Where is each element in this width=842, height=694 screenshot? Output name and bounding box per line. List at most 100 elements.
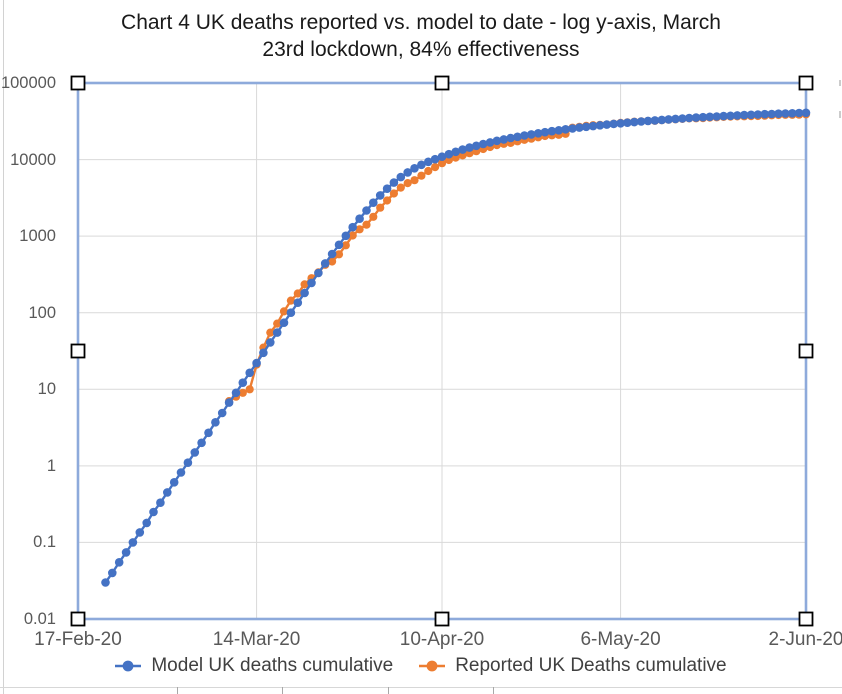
series-point [465, 143, 474, 152]
model-series-marker-icon [115, 660, 142, 672]
legend: Model UK deaths cumulative Reported UK D… [0, 655, 842, 677]
series-point [293, 298, 303, 308]
series-point [238, 378, 248, 388]
series-point [108, 568, 117, 578]
series-point [362, 220, 371, 229]
legend-item-reported[interactable]: Reported UK Deaths cumulative [419, 655, 727, 677]
series-point [375, 191, 385, 200]
series-point [211, 418, 220, 427]
y-tick-label: 1 [46, 456, 56, 475]
series-point [430, 154, 440, 164]
y-tick-label: 100000 [0, 74, 56, 92]
series-point [417, 171, 426, 180]
worksheet-cell-border [388, 687, 389, 694]
series-point [472, 141, 481, 151]
series-point [726, 111, 735, 121]
series-point [286, 296, 295, 305]
series-point [272, 328, 282, 337]
series-point [176, 468, 186, 477]
series-point [664, 115, 673, 124]
series-point [396, 172, 406, 182]
series-point [190, 448, 200, 457]
selection-handle[interactable] [70, 611, 86, 627]
series-point [513, 132, 522, 142]
series-point [431, 163, 440, 172]
legend-label-reported: Reported UK Deaths cumulative [455, 655, 727, 676]
series-point [224, 398, 234, 407]
series-point [781, 109, 790, 118]
series-point [691, 113, 701, 122]
legend-item-model[interactable]: Model UK deaths cumulative [115, 655, 393, 677]
series-point [499, 135, 509, 144]
series-point [705, 112, 715, 122]
x-tick-label: 14-Mar-20 [212, 629, 301, 650]
series-point [273, 319, 282, 328]
selection-handle[interactable] [70, 343, 86, 359]
selection-handle[interactable] [434, 611, 450, 627]
selection-handle[interactable] [434, 75, 450, 91]
series-point [169, 478, 179, 487]
series-point [334, 250, 344, 259]
series-point [417, 160, 426, 170]
series-point [595, 121, 605, 130]
series-point [307, 278, 316, 288]
series-point [135, 528, 145, 537]
series-point [183, 458, 193, 468]
series-point [300, 288, 309, 298]
x-tick-label: 10-Apr-20 [399, 629, 485, 650]
series-point [341, 231, 351, 241]
series-point [554, 126, 564, 135]
selection-handle[interactable] [70, 75, 86, 91]
series-point [376, 203, 385, 212]
series-point [602, 120, 612, 129]
series-point [266, 328, 275, 337]
series-point [142, 518, 151, 528]
series-point [238, 388, 247, 397]
series-point [547, 126, 557, 136]
series-point [286, 308, 296, 318]
series-point [410, 164, 419, 173]
series-point [520, 131, 529, 140]
series-point [630, 117, 639, 127]
series-point [334, 240, 344, 250]
series-point [204, 428, 213, 438]
series-point [684, 113, 694, 123]
series-point [252, 358, 261, 368]
series-point [527, 130, 536, 139]
series-point [485, 138, 495, 147]
model-series[interactable] [101, 108, 811, 587]
worksheet-row-border [839, 111, 841, 118]
series-point [678, 114, 687, 123]
series-point [767, 109, 776, 119]
series-point [424, 157, 433, 167]
series-point [217, 408, 227, 418]
series-point [643, 116, 653, 126]
series-point [760, 109, 770, 119]
series-point [437, 159, 447, 168]
series-point [801, 108, 811, 118]
series-point [403, 168, 413, 177]
worksheet-cell-border [282, 687, 283, 694]
series-point [369, 212, 378, 221]
y-tick-label: 1000 [19, 227, 56, 246]
selection-handle[interactable] [798, 75, 814, 91]
chart-title-line1: Chart 4 UK deaths reported vs. model to … [121, 11, 721, 34]
series-point [114, 558, 124, 567]
x-tick-label: 6-May-20 [580, 629, 661, 650]
series-point [197, 438, 206, 448]
series-point [581, 122, 591, 132]
legend-label-model: Model UK deaths cumulative [151, 655, 394, 676]
series-point [774, 109, 783, 118]
series-point [259, 348, 268, 358]
series-point [348, 222, 358, 232]
series-point [121, 548, 131, 557]
selection-handle[interactable] [798, 343, 814, 359]
x-tick-label: 2-Jun-20 [768, 629, 842, 650]
chart-title[interactable]: Chart 4 UK deaths reported vs. model to … [0, 9, 842, 63]
series-point [231, 388, 241, 398]
selection-handle[interactable] [798, 611, 814, 627]
reported-series[interactable] [225, 110, 811, 406]
series-point [623, 118, 632, 127]
